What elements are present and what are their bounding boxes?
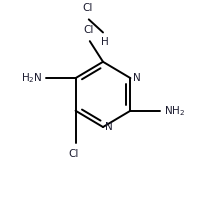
Text: Cl: Cl	[68, 149, 79, 159]
Text: H$_2$N: H$_2$N	[21, 71, 42, 85]
Text: Cl: Cl	[84, 25, 94, 35]
Text: H: H	[101, 37, 109, 47]
Text: N: N	[105, 122, 113, 132]
Text: NH$_2$: NH$_2$	[164, 104, 185, 118]
Text: N: N	[133, 73, 141, 83]
Text: Cl: Cl	[83, 3, 93, 13]
